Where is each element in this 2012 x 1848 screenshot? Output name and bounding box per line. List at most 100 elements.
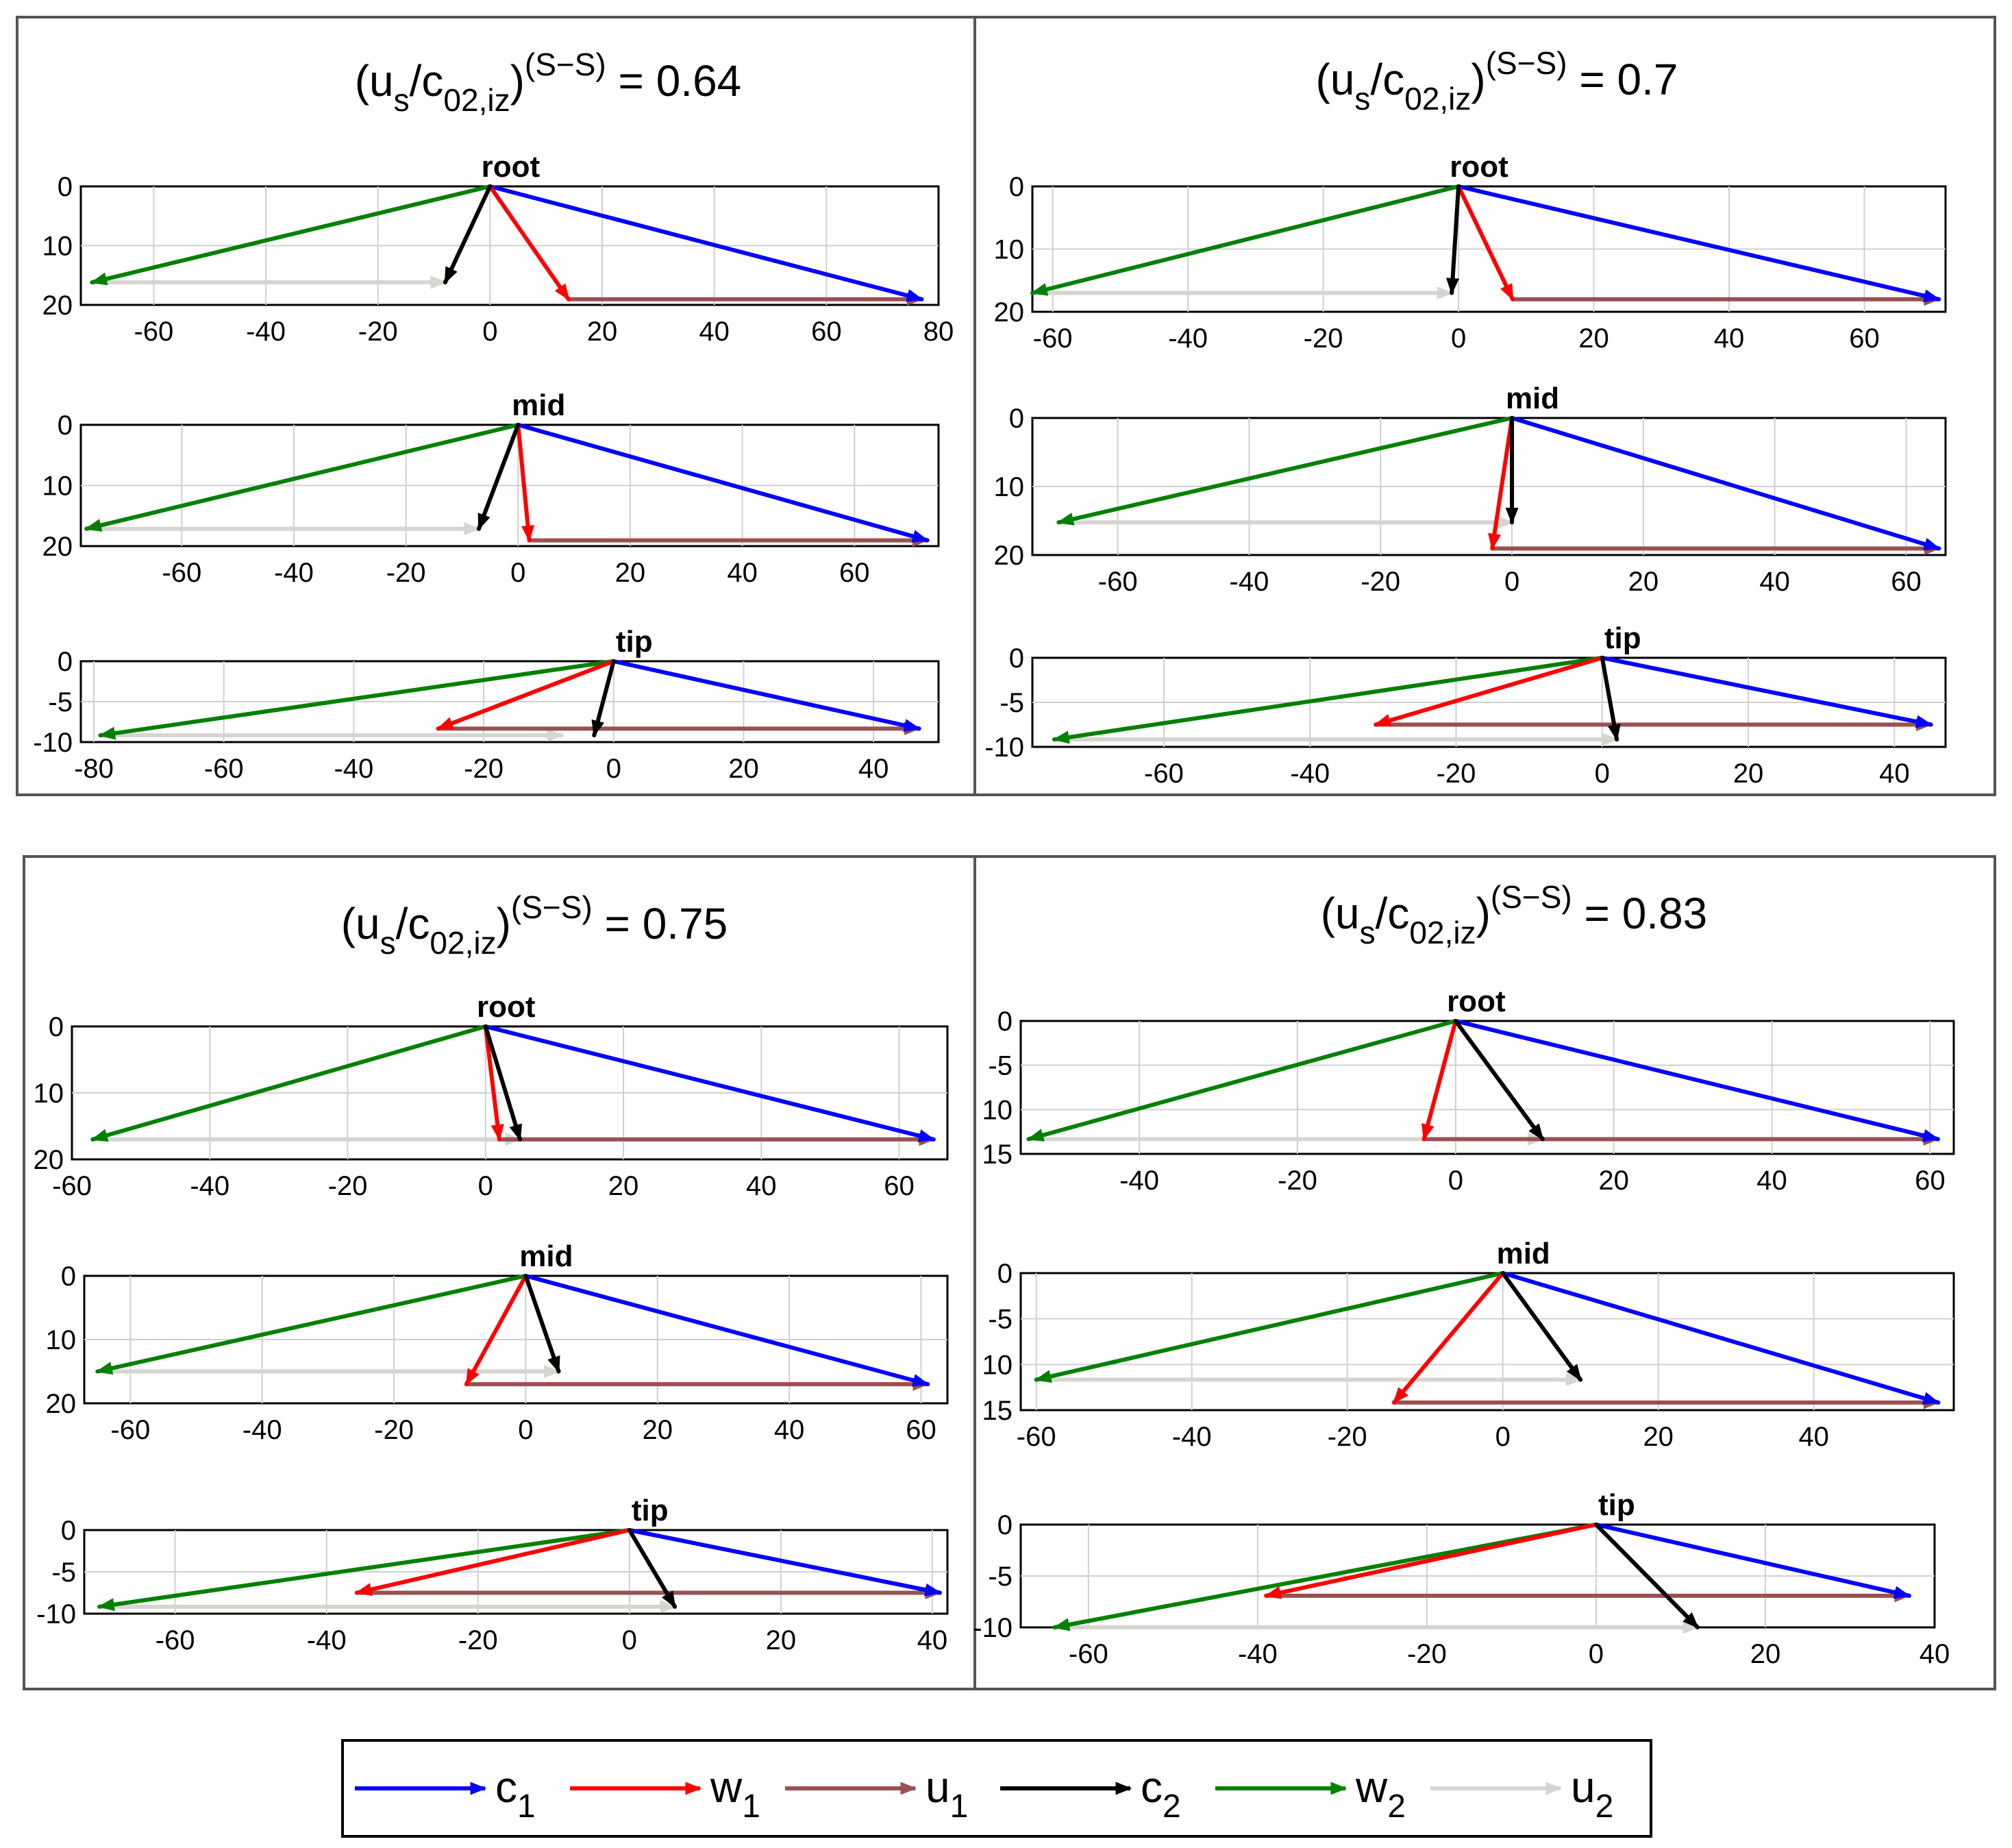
y-tick-label: 20	[46, 1389, 77, 1419]
subplot-label: mid	[519, 1240, 573, 1273]
x-tick-label: 0	[510, 558, 525, 588]
vector-w1	[483, 1024, 504, 1142]
subplot-mid: -60 -40 -20 0 20 40 60 0 10 20 mid	[994, 382, 1947, 597]
vector-w2	[95, 1274, 528, 1375]
panels: (us/c02,iz)(S−S) = 0.64 -60 -40 -20 0 20 40 60 8…	[33, 45, 1955, 1669]
y-tick-label: -10	[973, 1613, 1013, 1643]
x-tick-label: -40	[246, 317, 286, 347]
panel-title: (us/c02,iz)(S−S) = 0.75	[341, 889, 728, 961]
x-tick-label: 40	[1714, 323, 1745, 354]
subplot-label: root	[1447, 985, 1506, 1018]
vector-c2	[483, 1024, 523, 1142]
vector-w2	[1056, 416, 1515, 526]
subplot-label: root	[1450, 150, 1508, 184]
y-tick-label: 10	[46, 1325, 77, 1355]
y-tick-label: 0	[61, 1261, 76, 1292]
vector-w1	[1456, 184, 1515, 301]
x-tick-label: 20	[1643, 1422, 1674, 1452]
y-tick-label: -5	[51, 1557, 76, 1588]
subplot-root: -60 -40 -20 0 20 40 60 0 10 20 root	[994, 150, 1947, 354]
x-tick-label: 0	[518, 1415, 533, 1445]
vector-c2	[443, 184, 493, 285]
x-tick-label: -20	[358, 317, 398, 347]
x-tick-label: 60	[884, 1171, 915, 1201]
x-tick-label: 60	[906, 1415, 936, 1445]
vector-c2	[591, 659, 616, 738]
x-tick-label: 40	[1759, 567, 1790, 597]
x-tick-label: 20	[1598, 1166, 1629, 1196]
x-tick-label: 0	[1595, 759, 1610, 789]
y-tick-label: 10	[42, 232, 73, 262]
subplot-mid: -60 -40 -20 0 20 40 60 0 10 20 mid	[46, 1240, 949, 1445]
x-tick-label: 20	[615, 558, 646, 588]
y-tick-label: 10	[982, 1350, 1013, 1380]
legend-item-u1: u1	[785, 1762, 968, 1825]
subplot-label: root	[482, 150, 541, 184]
vector-w1	[436, 659, 616, 731]
legend-item-c2: c2	[1000, 1762, 1181, 1825]
vector-c1	[483, 1024, 936, 1142]
y-tick-label: 20	[34, 1145, 64, 1175]
vector-c2	[1600, 656, 1621, 742]
x-tick-label: -40	[307, 1625, 347, 1655]
x-tick-label: -40	[334, 754, 373, 784]
x-tick-label: -20	[386, 558, 426, 588]
legend-label: w1	[710, 1762, 760, 1825]
x-tick-label: -20	[328, 1171, 368, 1201]
x-tick-label: -60	[204, 754, 244, 784]
x-tick-label: -60	[134, 317, 173, 347]
vector-c2	[1500, 1271, 1583, 1382]
panel-title: (us/c02,iz)(S−S) = 0.7	[1316, 45, 1678, 116]
x-tick-label: 80	[923, 317, 954, 347]
axes-box	[1019, 1020, 1955, 1155]
subplot-label: mid	[512, 389, 565, 422]
subplot-root: -40 -20 0 20 40 60 0 -5 10 15 root	[982, 985, 1955, 1196]
legend-label: c1	[495, 1762, 536, 1825]
x-tick-label: 20	[1578, 323, 1609, 354]
x-tick-label: 60	[811, 317, 842, 347]
x-tick-label: 0	[622, 1625, 637, 1655]
x-tick-label: 60	[1849, 323, 1880, 354]
subplot-root: -60 -40 -20 0 20 40 60 80 0 10 20 root	[42, 150, 954, 347]
x-tick-label: 0	[1448, 1166, 1463, 1196]
y-tick-label: 20	[994, 297, 1025, 328]
vector-w1	[516, 423, 535, 543]
x-tick-label: 20	[1733, 759, 1764, 789]
vector-w2	[1034, 1271, 1505, 1383]
vector-c1	[1453, 1019, 1940, 1142]
x-tick-label: 40	[699, 317, 730, 347]
vector-c2	[523, 1274, 561, 1374]
vector-w1	[1421, 1019, 1458, 1142]
vector-c1	[488, 184, 924, 302]
vector-c1	[516, 423, 930, 543]
vector-c1	[1593, 1523, 1911, 1599]
legend-label: u2	[1571, 1762, 1613, 1825]
x-tick-label: -20	[1407, 1639, 1447, 1669]
x-tick-label: -60	[156, 1625, 195, 1655]
x-tick-label: 20	[728, 754, 759, 784]
vector-c1	[611, 659, 921, 732]
subplot-tip: -60 -40 -20 0 20 40 0 -5 -10 tip	[984, 621, 1947, 789]
subplot-label: tip	[616, 625, 653, 658]
subplot-label: root	[477, 990, 536, 1024]
y-tick-label: 15	[982, 1139, 1013, 1170]
subplot-label: mid	[1506, 382, 1559, 415]
subplot-label: tip	[1598, 1488, 1635, 1522]
y-tick-label: 20	[42, 291, 73, 321]
x-tick-label: -40	[190, 1171, 229, 1201]
vector-w2	[84, 423, 521, 532]
y-tick-label: -5	[988, 1562, 1013, 1592]
y-tick-label: 0	[58, 647, 73, 677]
vector-w1	[1264, 1523, 1598, 1599]
x-tick-label: -60	[1144, 759, 1184, 789]
x-tick-label: 20	[643, 1415, 673, 1445]
x-tick-label: -40	[1290, 759, 1330, 789]
x-tick-label: 0	[1504, 567, 1519, 597]
vector-w1	[1391, 1271, 1505, 1405]
y-tick-label: -10	[984, 732, 1024, 763]
legend-item-w1: w1	[570, 1762, 760, 1825]
x-tick-label: -60	[1017, 1422, 1056, 1452]
y-tick-label: -5	[988, 1051, 1013, 1081]
subplot-mid: -60 -40 -20 0 20 40 0 -5 10 15 mid	[982, 1237, 1955, 1452]
